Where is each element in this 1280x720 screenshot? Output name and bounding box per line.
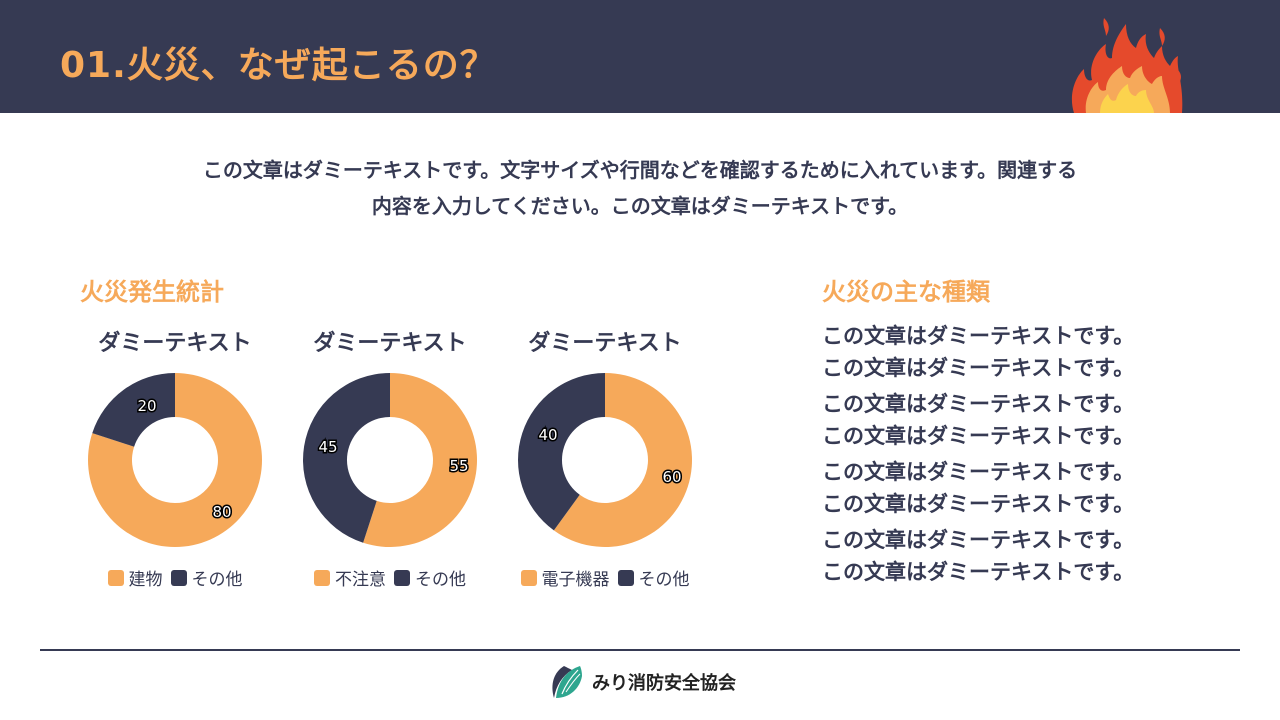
types-group: この文章はダミーテキストです。 この文章はダミーテキストです。: [822, 320, 1182, 384]
donut-chart-2: ダミーテキスト 55 45 不注意 その他: [290, 325, 490, 590]
legend-item: その他: [617, 565, 690, 590]
legend-item: 不注意: [314, 565, 386, 590]
donut-chart-3: ダミーテキスト 60 40 電子機器 その他: [505, 325, 705, 590]
legend-label: 電子機器: [541, 570, 610, 590]
types-line: この文章はダミーテキストです。: [822, 356, 1135, 380]
value-label: 80: [212, 503, 231, 521]
value-label: 60: [662, 468, 681, 486]
chart-legend: 建物 その他: [75, 565, 275, 590]
legend-swatch-orange: [107, 569, 124, 586]
value-label: 40: [538, 426, 557, 444]
types-section-title: 火災の主な種類: [822, 278, 990, 306]
legend-label: 建物: [128, 570, 163, 590]
legend-swatch-orange: [520, 569, 537, 586]
chart-legend: 電子機器 その他: [505, 565, 705, 590]
types-group: この文章はダミーテキストです。 この文章はダミーテキストです。: [822, 388, 1182, 452]
donut-graphic: 60 40: [518, 373, 693, 547]
legend-item: 電子機器: [520, 565, 610, 590]
intro-line-2: 内容を入力してください。この文章はダミーテキストです。: [371, 194, 909, 218]
types-line: この文章はダミーテキストです。: [822, 528, 1135, 552]
chart-title: ダミーテキスト: [98, 331, 252, 356]
chart-legend: 不注意 その他: [290, 565, 490, 590]
types-line: この文章はダミーテキストです。: [822, 324, 1135, 348]
legend-item: その他: [394, 565, 466, 590]
types-line: この文章はダミーテキストです。: [822, 492, 1135, 516]
intro-line-1: この文章はダミーテキストです。文字サイズや行間などを確認するために入れています。…: [202, 158, 1078, 182]
legend-label: 不注意: [335, 570, 386, 590]
intro-paragraph: この文章はダミーテキストです。文字サイズや行間などを確認するために入れています。…: [100, 152, 1180, 224]
stats-section-title: 火災発生統計: [80, 278, 224, 306]
types-line: この文章はダミーテキストです。: [822, 392, 1135, 416]
fire-icon: [1071, 18, 1183, 113]
types-line: この文章はダミーテキストです。: [822, 560, 1135, 584]
value-label: 45: [318, 438, 337, 456]
legend-swatch-navy: [170, 569, 187, 586]
chart-title: ダミーテキスト: [528, 331, 682, 356]
types-group: この文章はダミーテキストです。 この文章はダミーテキストです。: [822, 524, 1182, 588]
value-label: 20: [137, 397, 156, 415]
donut-graphic: 80 20: [88, 373, 263, 547]
types-list: この文章はダミーテキストです。 この文章はダミーテキストです。 この文章はダミー…: [822, 320, 1182, 592]
page-title: 01.火災、なぜ起こるの？: [60, 45, 497, 86]
footer-divider: [40, 649, 1240, 651]
org-name: みり消防安全協会: [592, 673, 736, 694]
legend-label: その他: [638, 570, 690, 590]
header-bar: 01.火災、なぜ起こるの？: [0, 0, 1280, 113]
value-label: 55: [449, 457, 468, 475]
legend-swatch-orange: [314, 569, 330, 586]
donut-graphic: 55 45: [303, 373, 478, 547]
donut-chart-1: ダミーテキスト 80 20 建物 その他: [75, 325, 275, 590]
types-group: この文章はダミーテキストです。 この文章はダミーテキストです。: [822, 456, 1182, 520]
types-line: この文章はダミーテキストです。: [822, 424, 1135, 448]
footer-logo: みり消防安全協会: [550, 664, 736, 700]
leaf-logo-icon: [552, 666, 582, 698]
legend-label: その他: [415, 570, 466, 590]
legend-label: その他: [191, 570, 243, 590]
legend-item: 建物: [107, 565, 163, 590]
chart-title: ダミーテキスト: [313, 331, 467, 356]
legend-swatch-navy: [394, 569, 410, 586]
types-line: この文章はダミーテキストです。: [822, 460, 1135, 484]
legend-swatch-navy: [617, 569, 634, 586]
legend-item: その他: [170, 565, 243, 590]
